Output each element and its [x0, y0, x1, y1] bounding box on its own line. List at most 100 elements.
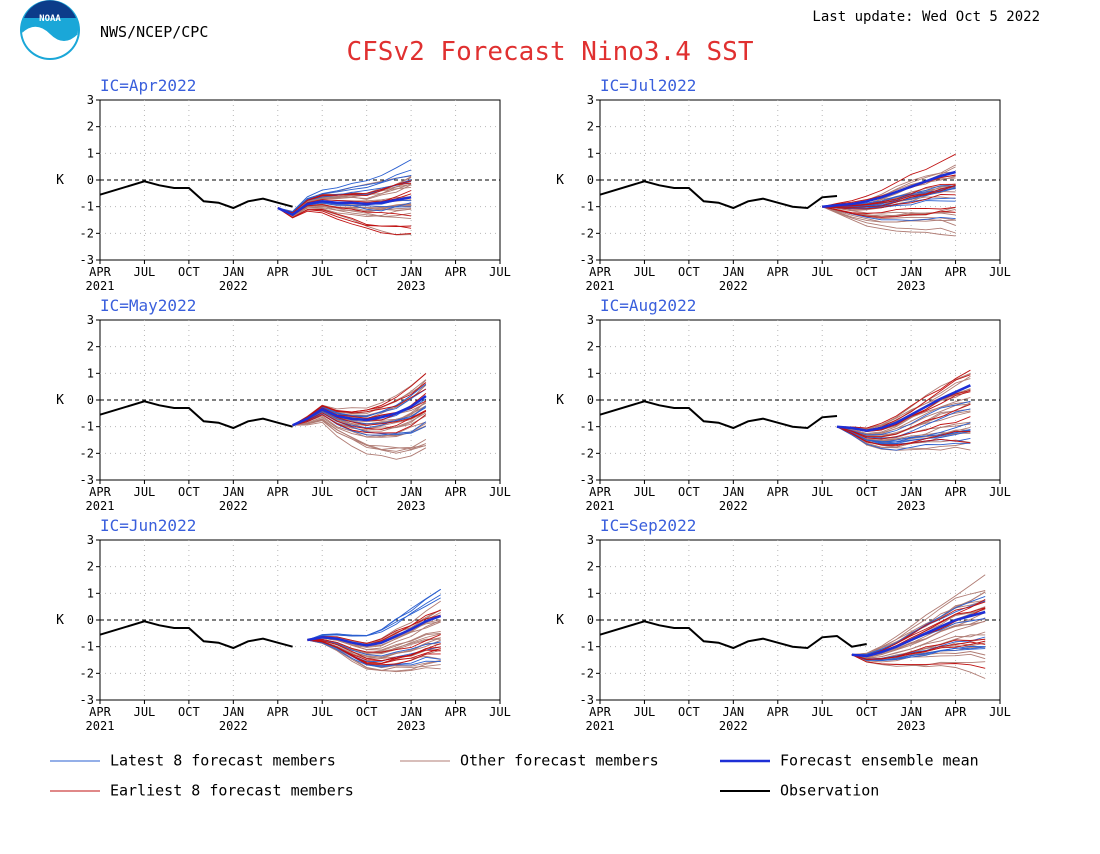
- y-tick-label: 2: [587, 120, 594, 134]
- forecast-member-earliest: [822, 184, 956, 208]
- y-tick-label: 3: [87, 313, 94, 327]
- forecast-member-earliest: [307, 639, 441, 662]
- x-tick-label: OCT: [678, 485, 700, 499]
- x-tick-label: APR: [445, 265, 467, 279]
- panels: 3 2 1 0 -1 -2 -3 K APR JUL OCT JAN APR JUL OCT JAN APR JU…: [56, 76, 1011, 733]
- y-tick-label: -3: [80, 473, 94, 487]
- forecast-member-earliest: [292, 382, 427, 426]
- y-tick-label: 0: [587, 393, 594, 407]
- noaa-logo-icon: NOAA: [20, 0, 80, 60]
- forecast-member-other: [822, 206, 956, 226]
- observation-line: [99, 620, 293, 650]
- y-tick-label: -2: [80, 226, 94, 240]
- y-tick-label: 3: [87, 533, 94, 547]
- y-tick-label: 2: [87, 120, 94, 134]
- y-tick-label: -3: [580, 253, 594, 267]
- x-year-label: 2021: [86, 719, 115, 733]
- panel-4: 3 2 1 0 -1 -2 -3 K APR JUL OCT JAN APR JUL OCT JAN APR JU…: [556, 296, 1011, 513]
- x-tick-label: OCT: [356, 485, 378, 499]
- x-tick-label: JUL: [311, 705, 333, 719]
- x-year-label: 2023: [397, 279, 426, 293]
- x-tick-label: APR: [445, 705, 467, 719]
- forecast-member-other: [851, 590, 986, 656]
- x-tick-label: JUL: [134, 265, 156, 279]
- y-tick-label: -3: [580, 473, 594, 487]
- x-tick-label: JUL: [989, 485, 1011, 499]
- x-tick-label: APR: [267, 485, 289, 499]
- x-tick-label: OCT: [178, 705, 200, 719]
- y-tick-label: -2: [80, 446, 94, 460]
- x-tick-label: JUL: [134, 705, 156, 719]
- x-year-label: 2022: [219, 719, 248, 733]
- y-axis-label: K: [556, 173, 564, 188]
- y-tick-label: -1: [80, 640, 94, 654]
- y-tick-label: -3: [80, 253, 94, 267]
- y-tick-label: 0: [587, 173, 594, 187]
- x-tick-label: JUL: [634, 265, 656, 279]
- forecast-member-other: [851, 574, 986, 656]
- x-year-label: 2021: [586, 279, 615, 293]
- x-tick-label: APR: [89, 485, 111, 499]
- forecast-member-earliest: [836, 416, 971, 440]
- ensemble-mean-line: [836, 384, 971, 432]
- forecast-member-latest: [851, 595, 986, 656]
- x-tick-label: APR: [945, 485, 967, 499]
- panel-5: 3 2 1 0 -1 -2 -3 K APR JUL OCT JAN APR JUL OCT JAN APR JU…: [56, 516, 511, 733]
- x-tick-label: JAN: [900, 485, 922, 499]
- forecast-member-earliest: [292, 388, 427, 426]
- forecast-member-other: [836, 388, 971, 434]
- x-tick-label: APR: [267, 705, 289, 719]
- y-tick-label: -3: [580, 693, 594, 707]
- forecast-member-earliest: [836, 403, 971, 438]
- y-tick-label: 1: [87, 586, 94, 600]
- y-tick-label: 3: [587, 313, 594, 327]
- y-tick-label: -2: [80, 666, 94, 680]
- forecast-member-other: [851, 653, 986, 663]
- y-tick-label: -1: [580, 420, 594, 434]
- x-tick-label: APR: [589, 485, 611, 499]
- x-year-label: 2021: [586, 499, 615, 513]
- forecast-member-latest: [307, 588, 441, 641]
- y-tick-label: -2: [580, 446, 594, 460]
- y-tick-label: 0: [87, 613, 94, 627]
- x-tick-label: OCT: [856, 705, 878, 719]
- y-tick-label: 3: [587, 93, 594, 107]
- legend-label-mean: Forecast ensemble mean: [780, 752, 979, 770]
- x-tick-label: APR: [89, 705, 111, 719]
- forecast-member-earliest: [822, 194, 956, 210]
- forecast-member-earliest: [822, 206, 956, 218]
- forecast-member-earliest: [822, 185, 956, 209]
- x-tick-label: OCT: [178, 265, 200, 279]
- x-tick-label: JAN: [222, 705, 244, 719]
- x-tick-label: JUL: [134, 485, 156, 499]
- x-tick-label: APR: [589, 705, 611, 719]
- x-year-label: 2021: [586, 719, 615, 733]
- legend-label-observation: Observation: [780, 782, 879, 800]
- x-tick-label: JAN: [400, 265, 422, 279]
- x-tick-label: JUL: [811, 265, 833, 279]
- y-axis-label: K: [56, 393, 64, 408]
- x-year-label: 2022: [219, 279, 248, 293]
- x-tick-label: JUL: [489, 485, 511, 499]
- x-tick-label: OCT: [356, 265, 378, 279]
- x-tick-label: OCT: [856, 485, 878, 499]
- y-tick-label: 3: [587, 533, 594, 547]
- y-tick-label: -1: [80, 420, 94, 434]
- ic-label: IC=May2022: [100, 296, 196, 315]
- y-tick-label: 2: [587, 340, 594, 354]
- y-tick-label: -1: [580, 640, 594, 654]
- x-year-label: 2023: [897, 279, 926, 293]
- x-tick-label: JUL: [989, 705, 1011, 719]
- forecast-member-earliest: [822, 206, 956, 214]
- x-tick-label: APR: [589, 265, 611, 279]
- legend-label-latest: Latest 8 forecast members: [110, 752, 336, 770]
- ensemble-mean-line: [292, 394, 427, 427]
- ic-label: IC=Jul2022: [600, 76, 696, 95]
- forecast-member-earliest: [836, 369, 971, 429]
- forecast-member-latest: [307, 639, 441, 668]
- x-tick-label: APR: [445, 485, 467, 499]
- y-tick-label: 1: [587, 366, 594, 380]
- ensemble-mean-line: [277, 196, 412, 217]
- y-tick-label: -1: [580, 200, 594, 214]
- forecast-members: [277, 159, 412, 236]
